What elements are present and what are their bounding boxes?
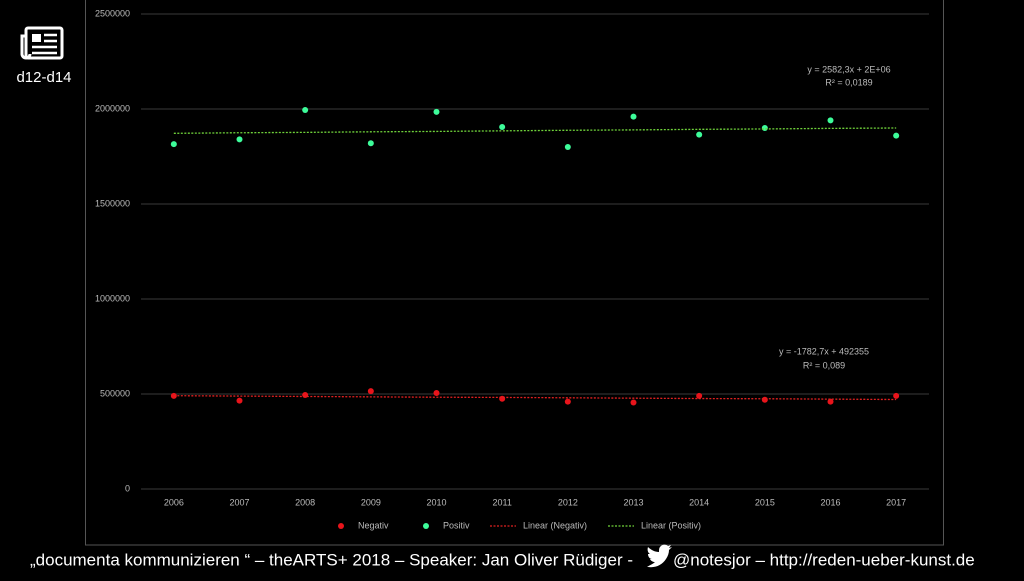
trend-equation: R² = 0,089 — [803, 360, 845, 370]
x-tick-label: 2012 — [558, 497, 578, 507]
newspaper-icon — [20, 26, 64, 60]
twitter-icon — [647, 544, 672, 568]
data-point — [696, 392, 703, 399]
data-point — [630, 113, 637, 120]
x-tick-label: 2014 — [689, 497, 709, 507]
data-point — [696, 131, 703, 138]
chart-frame — [85, 0, 944, 546]
trend-equation: R² = 0,0189 — [825, 77, 872, 87]
legend-label: Negativ — [358, 520, 389, 530]
data-point — [170, 141, 177, 148]
y-tick-label: 2500000 — [95, 8, 130, 18]
data-point — [499, 395, 506, 402]
data-point — [761, 396, 768, 403]
data-point — [630, 399, 637, 406]
x-tick-label: 2008 — [295, 497, 315, 507]
legend-marker — [423, 523, 429, 529]
y-tick-label: 500000 — [100, 388, 130, 398]
data-point — [564, 398, 571, 405]
x-tick-label: 2011 — [492, 497, 511, 507]
data-point — [827, 398, 834, 405]
legend-label: Positiv — [443, 520, 470, 530]
data-point — [433, 390, 440, 397]
footer-text: @notesjor – http://reden-ueber-kunst.de — [673, 550, 975, 569]
trend-line — [173, 395, 897, 401]
legend-marker — [338, 523, 344, 529]
data-point — [827, 117, 834, 124]
data-point — [564, 144, 571, 150]
legend-label: Linear (Negativ) — [523, 520, 587, 530]
data-point — [367, 140, 374, 147]
x-tick-label: 2016 — [820, 497, 840, 507]
y-tick-label: 0 — [125, 483, 130, 493]
data-point — [367, 388, 374, 395]
y-tick-label: 1500000 — [95, 198, 130, 208]
x-tick-label: 2013 — [623, 497, 643, 507]
data-point — [893, 132, 900, 139]
x-tick-label: 2017 — [886, 497, 906, 507]
y-tick-label: 1000000 — [95, 293, 130, 303]
data-point — [236, 136, 243, 143]
data-point — [893, 392, 900, 399]
slide-label: d12-d14 — [16, 69, 71, 86]
trend-equation: y = -1782,7x + 492355 — [779, 346, 869, 356]
data-point — [761, 125, 768, 131]
x-tick-label: 2010 — [426, 497, 446, 507]
x-tick-label: 2006 — [164, 497, 184, 507]
x-tick-label: 2007 — [229, 497, 249, 507]
footer-text: „documenta kommunizieren “ – theARTS+ 20… — [30, 550, 633, 569]
x-tick-label: 2009 — [361, 497, 381, 507]
data-point — [499, 124, 506, 131]
trend-line — [173, 127, 897, 134]
data-point — [302, 106, 309, 113]
x-tick-label: 2015 — [755, 497, 775, 507]
data-point — [236, 397, 243, 404]
legend-label: Linear (Positiv) — [641, 520, 701, 530]
data-point — [433, 108, 440, 115]
trend-equation: y = 2582,3x + 2E+06 — [807, 64, 890, 74]
y-tick-label: 2000000 — [95, 103, 130, 113]
